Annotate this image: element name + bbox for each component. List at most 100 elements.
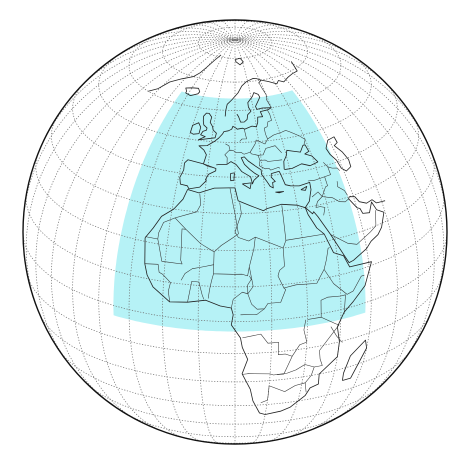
- country-border: [322, 196, 349, 203]
- meridian-line: [234, 39, 419, 402]
- country-border: [285, 233, 325, 241]
- coastline: [185, 87, 201, 96]
- meridian-line: [128, 39, 236, 438]
- coastline: [148, 54, 222, 92]
- model-domain-area: [113, 90, 366, 332]
- country-border: [224, 149, 245, 165]
- country-border: [257, 155, 283, 162]
- meridian-line: [22, 39, 236, 233]
- country-border: [277, 247, 330, 289]
- country-borders: [144, 82, 377, 403]
- country-border: [330, 210, 377, 245]
- coastline: [260, 61, 298, 85]
- country-border: [249, 145, 282, 156]
- coastline: [283, 144, 319, 170]
- country-border: [233, 266, 250, 277]
- meridian-line: [234, 34, 359, 60]
- meridian-line: [72, 39, 236, 422]
- country-border: [231, 275, 252, 309]
- country-border: [240, 308, 265, 316]
- meridian-lines: [22, 20, 448, 444]
- country-border: [242, 319, 308, 357]
- country-border: [202, 163, 216, 169]
- coastline: [235, 57, 244, 66]
- country-border: [144, 263, 171, 302]
- country-border: [175, 193, 201, 219]
- parallel-lines: [22, 20, 448, 444]
- country-border: [157, 228, 186, 265]
- meridian-line: [41, 38, 236, 146]
- country-border: [260, 385, 270, 403]
- country-border: [239, 129, 247, 142]
- coastline: [278, 171, 312, 208]
- meridian-line: [234, 31, 326, 41]
- meridian-line: [234, 39, 435, 370]
- meridian-line: [234, 39, 448, 233]
- parallel-line: [58, 349, 412, 407]
- meridian-line: [35, 39, 236, 370]
- country-border: [247, 364, 315, 393]
- coastline: [190, 122, 202, 135]
- coastline: [275, 191, 284, 194]
- country-border: [327, 166, 340, 171]
- parallel-line: [128, 29, 342, 111]
- coastline: [198, 107, 272, 164]
- coastlines: [144, 54, 386, 415]
- globe-outline: [22, 19, 448, 445]
- coastline: [230, 172, 235, 182]
- meridian-line: [219, 20, 236, 41]
- meridian-line: [234, 39, 372, 432]
- parallel-line: [38, 312, 432, 383]
- meridian-line: [162, 39, 236, 442]
- country-border: [320, 294, 346, 318]
- coastline: [224, 78, 262, 117]
- parallel-line: [86, 383, 384, 425]
- country-border: [323, 269, 365, 295]
- coastline: [325, 136, 352, 172]
- meridian-line: [51, 39, 236, 402]
- parallel-line: [22, 231, 448, 322]
- country-border: [269, 382, 306, 392]
- country-border: [187, 281, 205, 303]
- coastline: [349, 196, 386, 204]
- country-border: [267, 130, 306, 145]
- coastline: [198, 112, 217, 141]
- meridian-line: [185, 24, 236, 41]
- country-border: [264, 110, 272, 129]
- meridian-line: [234, 39, 342, 438]
- coastline: [236, 92, 272, 123]
- meridian-line: [234, 20, 251, 41]
- country-border: [321, 176, 328, 197]
- country-border: [225, 143, 231, 151]
- parallel-line: [27, 274, 443, 354]
- parallel-line: [72, 82, 398, 178]
- meridian-line: [144, 31, 236, 41]
- meridian-line: [234, 39, 398, 422]
- country-border: [174, 188, 239, 253]
- country-border: [207, 273, 214, 299]
- country-border: [234, 202, 287, 249]
- parallel-line: [197, 26, 273, 59]
- coastline: [242, 182, 252, 190]
- parallel-line: [35, 154, 435, 251]
- country-border: [259, 160, 281, 171]
- country-border: [315, 206, 326, 216]
- country-border: [336, 181, 348, 196]
- coastline: [179, 159, 217, 190]
- coastline: [342, 339, 367, 381]
- meridian-line: [98, 39, 236, 432]
- meridian-line: [234, 38, 429, 146]
- parallel-line: [98, 54, 372, 143]
- country-border: [242, 373, 250, 375]
- country-border: [307, 316, 340, 368]
- parallel-line: [162, 20, 308, 83]
- coastline: [305, 196, 385, 263]
- coastline: [216, 156, 280, 189]
- country-border: [258, 82, 272, 108]
- country-border: [276, 356, 293, 375]
- meridian-line: [111, 34, 236, 60]
- coastline: [300, 186, 308, 191]
- country-border: [145, 217, 176, 240]
